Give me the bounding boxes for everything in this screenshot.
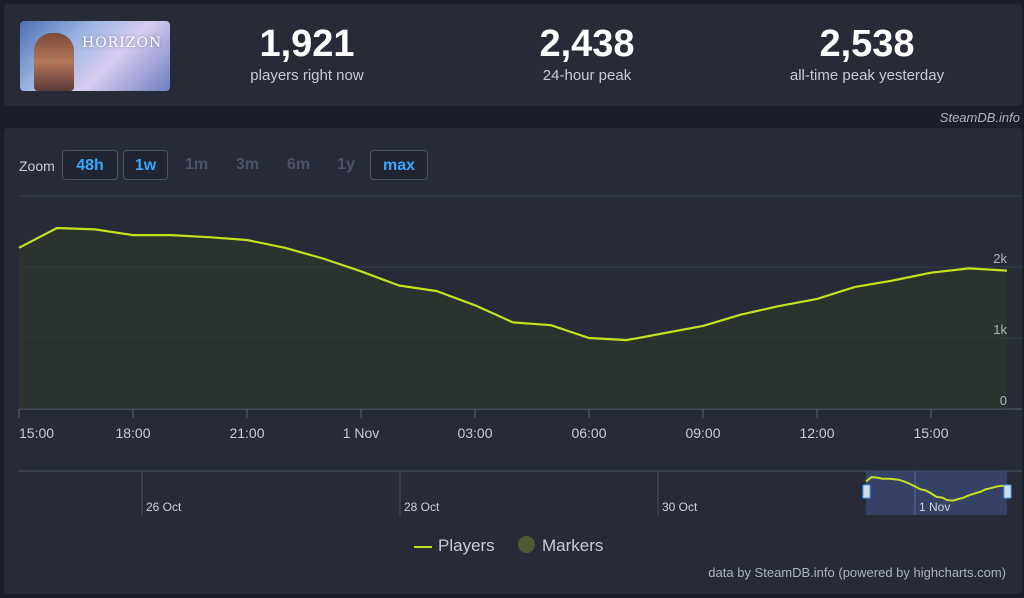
navigator-series: [865, 476, 1008, 502]
chart-panel: Zoom 48h 1w 1m 3m 6m 1y max 0 1k 2k 15:00 18…: [4, 128, 1022, 594]
data-point: [931, 272, 932, 273]
x-tick-label: 03:00: [457, 425, 492, 441]
data-point: [741, 314, 742, 315]
zoom-1w-button[interactable]: 1w: [123, 150, 168, 180]
x-tick-label: 06:00: [571, 425, 606, 441]
data-point: [969, 268, 970, 269]
data-point: [855, 286, 856, 287]
data-point: [475, 305, 476, 306]
x-tick-label: 12:00: [799, 425, 834, 441]
data-point: [1007, 270, 1008, 271]
navigator-label: 30 Oct: [662, 500, 698, 514]
x-tick-label: 15:00: [913, 425, 948, 441]
credit-top[interactable]: SteamDB.info: [939, 110, 1020, 125]
y-tick-label: 0: [1000, 393, 1007, 408]
credit-bottom[interactable]: data by SteamDB.info (powered by highcha…: [708, 565, 1006, 580]
stat-label: all-time peak yesterday: [789, 67, 945, 84]
y-tick-label: 1k: [993, 322, 1007, 337]
x-tick-label: 18:00: [115, 425, 150, 441]
data-point: [893, 280, 894, 281]
stat-players-now: 1,921 players right now: [197, 22, 417, 86]
character-art: [34, 33, 74, 91]
navigator-label: 28 Oct: [404, 500, 440, 514]
data-point: [133, 235, 134, 236]
zoom-1m-button[interactable]: 1m: [184, 156, 209, 173]
navigator-label: 1 Nov: [919, 500, 950, 514]
data-point: [779, 306, 780, 307]
data-point: [323, 258, 324, 259]
stat-value: 2,538: [819, 23, 915, 65]
zoom-1y-button[interactable]: 1y: [337, 156, 355, 173]
navigator-label: 26 Oct: [146, 500, 182, 514]
data-point: [209, 237, 210, 238]
x-tick-label: 15:00: [19, 425, 54, 441]
data-point: [57, 227, 58, 228]
data-point: [437, 291, 438, 292]
legend-label: Players: [438, 536, 495, 555]
series-area-players: [19, 228, 1007, 409]
zoom-label: Zoom: [19, 158, 55, 174]
series-line-players: [18, 226, 1008, 342]
game-logo-text: HORIZON: [82, 35, 163, 51]
stat-label: 24-hour peak: [542, 67, 632, 84]
navigator-handle: [862, 484, 871, 499]
legend-line-icon: [414, 546, 432, 548]
data-point: [703, 325, 704, 326]
data-point: [817, 298, 818, 299]
stat-label: players right now: [250, 67, 364, 84]
stat-value: 1,921: [259, 23, 355, 65]
game-logo[interactable]: HORIZON: [20, 21, 170, 91]
data-point: [19, 247, 20, 248]
legend-dot-icon: [518, 536, 535, 553]
legend: Players Markers: [4, 536, 1022, 560]
x-tick-label: 09:00: [685, 425, 720, 441]
data-point: [171, 235, 172, 236]
data-point: [665, 333, 666, 334]
x-tick-label: 1 Nov: [343, 425, 380, 441]
stats-panel: HORIZON 1,921 players right now 2,438 24…: [4, 4, 1022, 106]
data-point: [247, 240, 248, 241]
data-point: [627, 340, 628, 341]
zoom-6m-button[interactable]: 6m: [286, 156, 311, 173]
zoom-max-button[interactable]: max: [370, 150, 428, 180]
data-point: [589, 338, 590, 339]
data-point: [551, 325, 552, 326]
navigator-handle: [1003, 484, 1012, 499]
data-point: [285, 247, 286, 248]
zoom-48h-button[interactable]: 48h: [62, 150, 118, 180]
stat-all-time-peak: 2,538 all-time peak yesterday: [757, 22, 977, 86]
stat-24h-peak: 2,438 24-hour peak: [477, 22, 697, 86]
y-tick-label: 2k: [993, 251, 1007, 266]
legend-label: Markers: [542, 536, 604, 555]
x-tick-label: 21:00: [229, 425, 264, 441]
players-chart[interactable]: 0 1k 2k 15:00 18:00 21:00 1 Nov 03:00 06:00 09:00…: [4, 128, 1022, 594]
stat-value: 2,438: [539, 23, 635, 65]
data-point: [95, 229, 96, 230]
data-point: [399, 285, 400, 286]
zoom-3m-button[interactable]: 3m: [235, 156, 260, 173]
data-point: [513, 322, 514, 323]
data-point: [361, 271, 362, 272]
